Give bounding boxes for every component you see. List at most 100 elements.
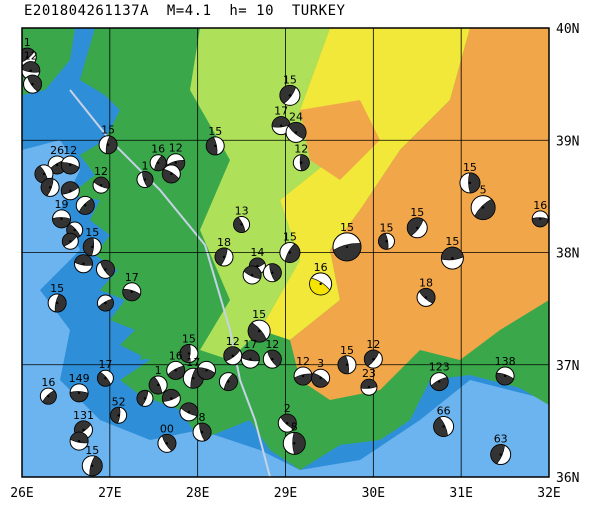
focal-mechanism[interactable] [47,155,67,175]
focal-mechanism[interactable] [337,355,357,375]
epicenter-dot [130,290,133,293]
focal-mechanism[interactable] [459,172,481,194]
focal-mechanism[interactable] [495,366,515,386]
focal-mechanism[interactable] [406,217,428,239]
focal-mechanism[interactable] [161,164,181,184]
focal-mechanism[interactable] [92,176,110,194]
focal-mechanism[interactable] [531,210,549,228]
focal-mechanism[interactable] [161,388,181,408]
focal-mechanism[interactable] [262,263,282,283]
epicenter-dot [91,464,94,467]
focal-mechanism[interactable] [360,378,378,396]
focal-mechanism[interactable] [429,372,449,392]
focal-mechanism[interactable] [73,254,93,274]
epicenter-dot [104,301,107,305]
focal-mechanism[interactable] [96,369,114,387]
y-tick-label: 37N [556,359,579,374]
epicenter-dot [286,421,289,425]
focal-mechanism[interactable] [285,121,307,143]
focal-mechanism[interactable] [292,154,310,172]
depth-label: 15 [50,282,64,295]
focal-mechanism[interactable] [282,431,306,455]
focal-mechanism[interactable] [52,209,72,229]
focal-mechanism[interactable] [136,389,154,407]
focal-mechanism[interactable] [192,422,212,442]
focal-mechanism[interactable] [75,195,95,215]
epicenter-dot [165,442,169,445]
focal-mechanism[interactable] [96,294,114,312]
focal-mechanism[interactable] [23,74,43,94]
epicenter-dot [77,439,81,443]
epicenter-dot [279,124,283,127]
compressional-quadrant [162,168,180,184]
compressional-quadrant [441,246,464,261]
focal-mechanism[interactable] [242,265,262,285]
focal-mechanism[interactable] [149,154,167,172]
focal-mechanism[interactable] [110,406,128,424]
focal-mechanism[interactable] [433,415,455,437]
focal-mechanism[interactable] [440,246,464,270]
depth-label: 12 [24,50,38,63]
focal-mechanism[interactable] [179,344,199,364]
focal-mechanism[interactable] [214,247,234,267]
focal-mechanism[interactable] [490,444,512,466]
focal-mechanism[interactable] [416,287,436,307]
depth-label: 63 [494,433,508,446]
compressional-quadrant [490,444,505,465]
focal-mechanism[interactable] [363,349,383,369]
focal-mechanism[interactable] [277,413,297,433]
map-frame [21,27,550,478]
focal-mechanism[interactable] [470,195,496,221]
focal-mechanism[interactable] [69,431,89,451]
focal-mechanism[interactable] [196,360,216,380]
depth-label: 16 [151,143,165,156]
focal-mechanism[interactable] [262,349,282,369]
compressional-quadrant [62,233,77,247]
axis-labels: 26E 27E 28E 29E 30E 31E 32E 40N 39N 38N 37N 36N [10,22,579,501]
focal-mechanism[interactable] [157,433,177,453]
compressional-quadrant [83,237,95,257]
depth-label: 15 [208,125,222,138]
focal-mechanism[interactable] [233,215,251,233]
focal-mechanism[interactable] [60,155,80,175]
focal-mechanism[interactable] [218,372,238,392]
focal-mechanism[interactable] [122,282,142,302]
depth-label: 26 [50,144,64,157]
focal-mechanism[interactable] [205,136,225,156]
focal-mechanism[interactable] [148,375,168,395]
focal-mechanism[interactable] [82,237,102,257]
epicenter-dot [345,245,349,249]
focal-mechanism[interactable] [60,181,80,201]
epicenter-dot [91,245,94,249]
epicenter-dot [174,369,177,372]
focal-mechanism[interactable] [311,368,331,388]
focal-mechanism[interactable] [223,346,243,366]
focal-mechanism[interactable] [81,455,103,477]
focal-mechanism[interactable] [61,232,79,250]
compressional-quadrant [279,85,297,104]
compressional-quadrant [271,116,291,128]
depth-label: 19 [55,198,69,211]
depth-label: 15 [101,124,115,137]
compressional-quadrant [214,247,228,266]
focal-mechanism[interactable] [95,259,115,279]
compressional-quadrant [122,288,141,302]
focal-mechanism[interactable] [279,84,301,106]
highland-zone [290,28,549,400]
focal-mechanism[interactable] [98,135,118,155]
focal-mechanism[interactable] [279,242,301,263]
focal-mechanism[interactable] [39,387,57,405]
focal-mechanism[interactable] [179,402,199,422]
focal-mechanism[interactable] [332,232,362,262]
epicenter-dot [55,163,59,167]
focal-mechanism[interactable] [240,349,260,369]
focal-mechanism[interactable] [136,171,154,189]
focal-mechanism[interactable] [40,177,60,197]
focal-mechanism[interactable] [309,272,333,296]
focal-mechanism[interactable] [166,360,186,380]
focal-mechanism[interactable] [247,319,271,343]
focal-mechanism[interactable] [378,232,396,250]
focal-mechanism[interactable] [47,293,67,313]
focal-mechanism[interactable] [293,366,313,386]
focal-mechanism[interactable] [69,383,89,403]
